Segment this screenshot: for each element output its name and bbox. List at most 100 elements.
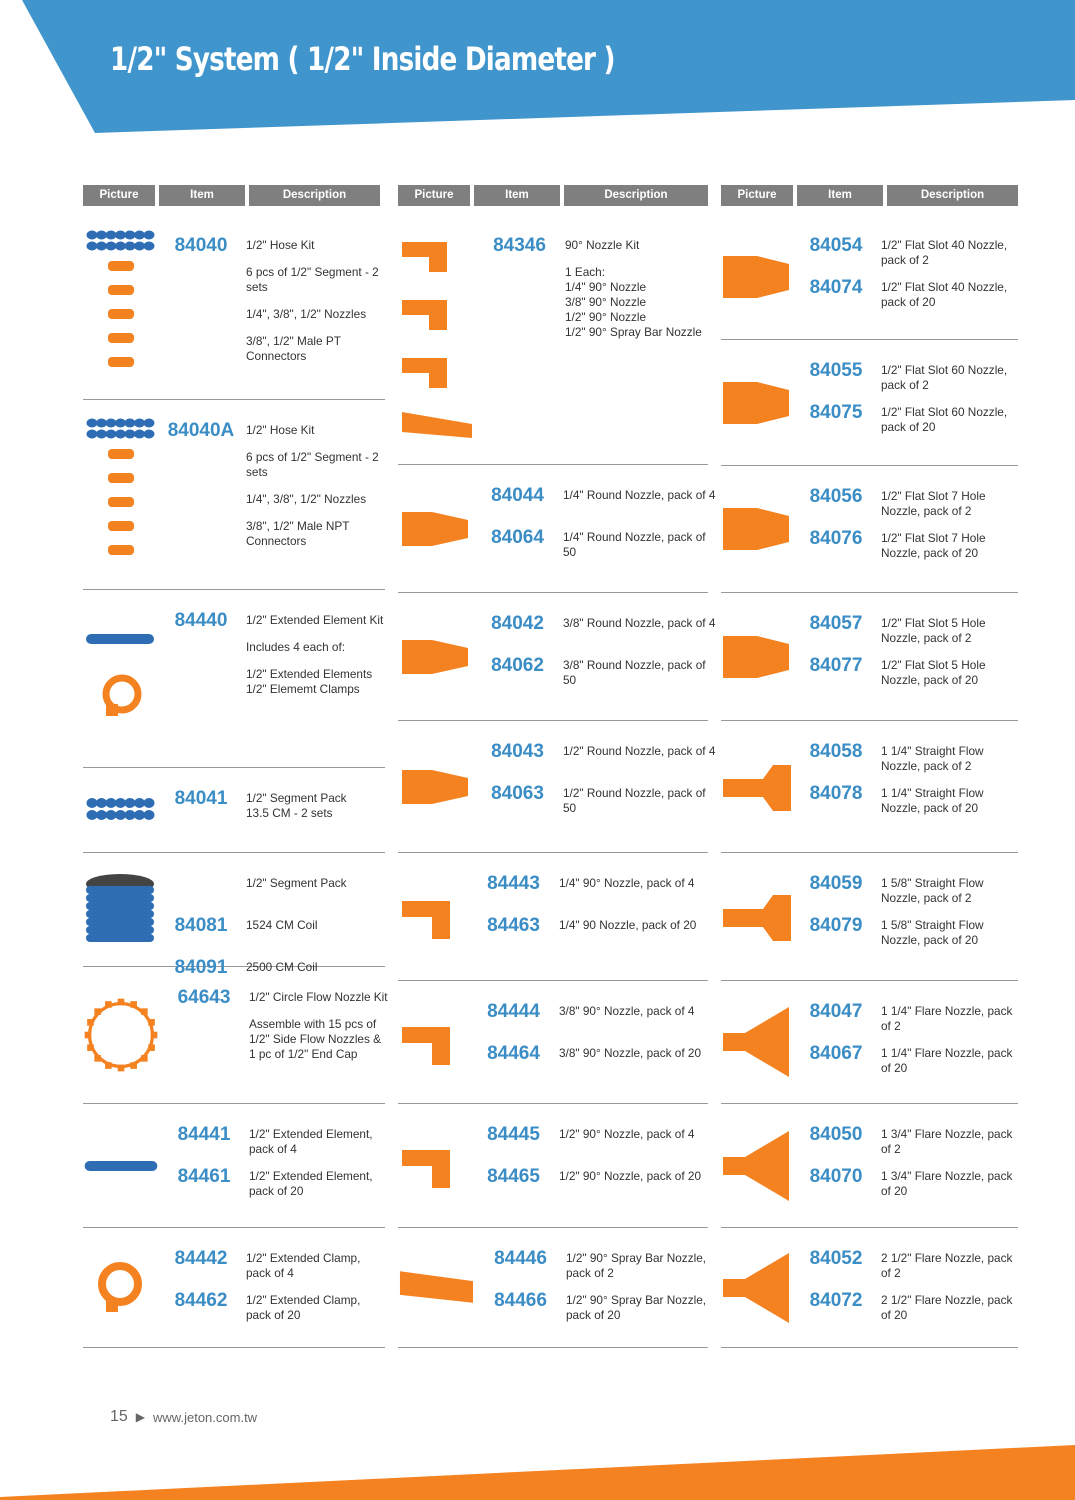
product-row: 84442 1/2" Extended Clamp, pack of 4 84462… [83, 1228, 385, 1348]
item-description: 1524 CM Coil [246, 915, 385, 957]
description-line: 1/2" Circle Flow Nozzle Kit [249, 990, 388, 1004]
flat-image [723, 256, 789, 298]
product-entry: 84041 1/2" Segment Pack 13.5 CM - 2 sets [156, 788, 385, 830]
circle-image [84, 998, 158, 1072]
product-row: 84041 1/2" Segment Pack 13.5 CM - 2 sets [83, 768, 385, 853]
product-row: 1/2" Segment Pack 84081 1524 CM Coil 84091 2… [83, 853, 385, 978]
product-picture [83, 967, 159, 1103]
description-line: 3/8", 1/2" Male PT Connectors [246, 334, 341, 363]
product-row: 84441 1/2" Extended Element, pack of 4 844… [83, 1104, 385, 1228]
item-description: 1/2" Extended Clamp, pack of 20 [246, 1290, 385, 1332]
product-entry: 84078 1 1/4" Straight Flow Nozzle, pack o… [791, 783, 1020, 825]
product-picture [721, 853, 791, 980]
product-entry: 64643 1/2" Circle Flow Nozzle Kit Assemble… [159, 987, 388, 1062]
product-picture [83, 590, 156, 767]
product-picture [83, 400, 156, 589]
description-line: 1/2" Extended Clamp, pack of 20 [246, 1293, 361, 1322]
description-line: 1 1/4" Straight Flow Nozzle, pack of 20 [881, 786, 984, 815]
item-number: 84466 [494, 1290, 547, 1311]
description-line: 1/2" Flat Slot 60 Nozzle, pack of 2 [881, 363, 1008, 392]
product-picture [398, 1228, 475, 1347]
item-description: 1/4" Round Nozzle, pack of 50 [563, 527, 717, 569]
description-line: 1/2" Extended Element, pack of 4 [249, 1127, 373, 1156]
description-line: 1 3/4" Flare Nozzle, pack of 2 [881, 1127, 1013, 1156]
item-description: 3/8" Round Nozzle, pack of 50 [563, 655, 717, 697]
item-number: 84465 [487, 1166, 540, 1187]
description-line: 1/4" Round Nozzle, pack of 4 [563, 488, 716, 502]
description-line: 3/8", 1/2" Male NPT Connectors [246, 519, 350, 548]
page-number: 15 [110, 1408, 128, 1425]
flare-image [723, 1252, 789, 1323]
item-number: 64643 [177, 987, 231, 1008]
item-number: 84079 [809, 915, 863, 936]
product-picture [398, 593, 472, 720]
description-line: 1/2" Extended Clamp, pack of 4 [246, 1251, 361, 1280]
clamp-image [97, 1261, 142, 1312]
item-description: 1/2" Extended Element, pack of 20 [249, 1166, 388, 1208]
product-entry: 84052 2 1/2" Flare Nozzle, pack of 2 [791, 1248, 1020, 1290]
item-number: 84081 [174, 915, 228, 936]
header-item: Item [474, 185, 560, 206]
description-line: 1 1/4" Flare Nozzle, pack of 20 [881, 1046, 1013, 1075]
item-description: 1/2" Flat Slot 7 Hole Nozzle, pack of 20 [881, 528, 1020, 570]
product-picture [83, 215, 156, 399]
product-picture [398, 853, 468, 980]
product-row: 84445 1/2" 90° Nozzle, pack of 4 84465 1/2"… [398, 1104, 708, 1228]
description-line: 1/2" Flat Slot 7 Hole Nozzle, pack of 2 [881, 489, 986, 518]
item-description: 1/2" Circle Flow Nozzle Kit Assemble with… [249, 987, 388, 1062]
description-line: 1/2" Round Nozzle, pack of 50 [563, 786, 706, 815]
description-line: 1/4" 90 Nozzle, pack of 20 [559, 918, 697, 932]
item-number: 84043 [491, 741, 544, 762]
description-line: 1/2" Hose Kit [246, 423, 315, 437]
item-description: 1/2" Extended Element, pack of 4 [249, 1124, 388, 1166]
description-line: 1/4" 90° Nozzle, pack of 4 [559, 876, 695, 890]
description-line: 1 1/4" Flare Nozzle, pack of 2 [881, 1004, 1013, 1033]
description-line: 1/4", 3/8", 1/2" Nozzles [246, 307, 367, 321]
item-number: 84058 [809, 741, 863, 762]
item-description: 1/2" Extended Element Kit Includes 4 each… [246, 610, 385, 697]
item-number: 84440 [174, 610, 228, 631]
product-picture [83, 768, 156, 852]
product-picture [398, 981, 468, 1103]
product-row: 84446 1/2" 90° Spray Bar Nozzle, pack of … [398, 1228, 708, 1348]
spray90-image [399, 1270, 474, 1303]
product-entry: 84461 1/2" Extended Element, pack of 20 [159, 1166, 388, 1208]
item-description: 3/8" 90° Nozzle, pack of 20 [559, 1043, 713, 1085]
product-entry: 84067 1 1/4" Flare Nozzle, pack of 20 [791, 1043, 1020, 1085]
product-entry: 84465 1/2" 90° Nozzle, pack of 20 [468, 1166, 713, 1208]
product-entry: 84075 1/2" Flat Slot 60 Nozzle, pack of 2… [791, 402, 1020, 444]
product-picture [83, 1104, 159, 1227]
product-picture [721, 593, 791, 720]
product-row: 84058 1 1/4" Straight Flow Nozzle, pack o… [721, 721, 1018, 853]
item-description: 1 1/4" Straight Flow Nozzle, pack of 20 [881, 783, 1020, 825]
item-number: 84077 [809, 655, 863, 676]
product-picture [83, 853, 156, 966]
item-number: 84461 [177, 1166, 231, 1187]
product-picture [721, 466, 791, 592]
description-line: 1/2" Segment Pack [246, 876, 347, 890]
description-line: 1/2" Flat Slot 5 Hole Nozzle, pack of 20 [881, 658, 986, 687]
item-number: 84074 [809, 277, 863, 298]
item-description: 1 5/8" Straight Flow Nozzle, pack of 2 [881, 873, 1020, 915]
header-banner [22, 0, 1075, 133]
product-entry: 84070 1 3/4" Flare Nozzle, pack of 20 [791, 1166, 1020, 1208]
product-row: 84047 1 1/4" Flare Nozzle, pack of 2 84067… [721, 981, 1018, 1104]
product-entry: 84444 3/8" 90° Nozzle, pack of 4 [468, 1001, 713, 1043]
item-description: 1/2" 90° Nozzle, pack of 4 [559, 1124, 713, 1166]
item-number: 84041 [174, 788, 228, 809]
segment-image [86, 798, 154, 820]
item-description: 1/2" 90° Nozzle, pack of 20 [559, 1166, 713, 1208]
header-description: Description [887, 185, 1018, 206]
product-row: 84346 90° Nozzle Kit 1 Each: 1/4" 90° Nozz… [398, 215, 708, 465]
product-picture [398, 721, 472, 852]
arrow-right-icon: ▶ [135, 1410, 146, 1424]
item-description: 1 3/4" Flare Nozzle, pack of 20 [881, 1166, 1020, 1208]
product-column-3: Picture Item Description 84054 1/2" Flat Slo… [721, 185, 1018, 1348]
product-entry: 84464 3/8" 90° Nozzle, pack of 20 [468, 1043, 713, 1085]
website-link[interactable]: www.jeton.com.tw [153, 1409, 258, 1425]
product-entry: 84462 1/2" Extended Clamp, pack of 20 [156, 1290, 385, 1332]
item-number: 84072 [809, 1290, 863, 1311]
item-number: 84075 [809, 402, 863, 423]
item-description: 1 5/8" Straight Flow Nozzle, pack of 20 [881, 915, 1020, 957]
flat-image [723, 635, 789, 678]
